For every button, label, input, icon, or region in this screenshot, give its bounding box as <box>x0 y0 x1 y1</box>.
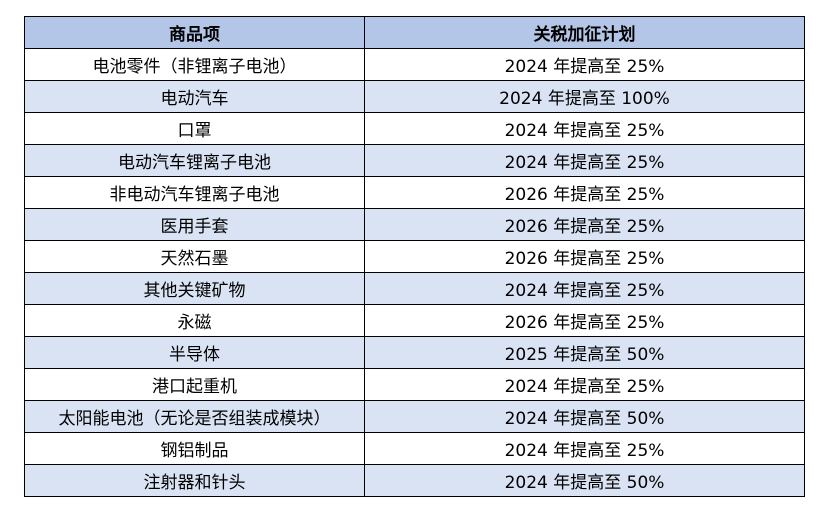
table-row: 其他关键矿物 2024 年提高至 25% <box>24 272 805 305</box>
item-cell: 港口起重机 <box>24 368 365 401</box>
item-cell: 口罩 <box>24 112 365 145</box>
item-cell: 半导体 <box>24 336 365 369</box>
table-body: 电池零件（非锂离子电池） 2024 年提高至 25% 电动汽车 2024 年提高至 1… <box>24 48 805 497</box>
item-cell: 医用手套 <box>24 208 365 241</box>
plan-cell: 2026 年提高至 25% <box>364 176 805 209</box>
header-item: 商品项 <box>24 16 365 49</box>
item-cell: 非电动汽车锂离子电池 <box>24 176 365 209</box>
table-row: 太阳能电池（无论是否组装成模块） 2024 年提高至 50% <box>24 400 805 433</box>
table-row: 天然石墨 2026 年提高至 25% <box>24 240 805 273</box>
plan-cell: 2024 年提高至 25% <box>364 368 805 401</box>
plan-cell: 2026 年提高至 25% <box>364 304 805 337</box>
item-cell: 电动汽车锂离子电池 <box>24 144 365 177</box>
table-row: 港口起重机 2024 年提高至 25% <box>24 368 805 401</box>
plan-cell: 2024 年提高至 50% <box>364 400 805 433</box>
item-cell: 电池零件（非锂离子电池） <box>24 48 365 81</box>
item-cell: 永磁 <box>24 304 365 337</box>
item-cell: 其他关键矿物 <box>24 272 365 305</box>
table-row: 永磁 2026 年提高至 25% <box>24 304 805 337</box>
table-row: 口罩 2024 年提高至 25% <box>24 112 805 145</box>
item-cell: 钢铝制品 <box>24 432 365 465</box>
item-cell: 注射器和针头 <box>24 464 365 497</box>
table-row: 钢铝制品 2024 年提高至 25% <box>24 432 805 465</box>
plan-cell: 2024 年提高至 50% <box>364 464 805 497</box>
table-row: 非电动汽车锂离子电池 2026 年提高至 25% <box>24 176 805 209</box>
table-row: 半导体 2025 年提高至 50% <box>24 336 805 369</box>
item-cell: 电动汽车 <box>24 80 365 113</box>
table-row: 注射器和针头 2024 年提高至 50% <box>24 464 805 497</box>
item-cell: 天然石墨 <box>24 240 365 273</box>
item-cell: 太阳能电池（无论是否组装成模块） <box>24 400 365 433</box>
tariff-table: 商品项 关税加征计划 电池零件（非锂离子电池） 2024 年提高至 25% 电动汽车… <box>24 16 805 497</box>
plan-cell: 2024 年提高至 25% <box>364 144 805 177</box>
plan-cell: 2024 年提高至 25% <box>364 272 805 305</box>
header-row: 商品项 关税加征计划 <box>24 16 805 49</box>
plan-cell: 2024 年提高至 25% <box>364 112 805 145</box>
plan-cell: 2026 年提高至 25% <box>364 240 805 273</box>
table-row: 医用手套 2026 年提高至 25% <box>24 208 805 241</box>
table-row: 电池零件（非锂离子电池） 2024 年提高至 25% <box>24 48 805 81</box>
table-row: 电动汽车锂离子电池 2024 年提高至 25% <box>24 144 805 177</box>
table-row: 电动汽车 2024 年提高至 100% <box>24 80 805 113</box>
header-plan: 关税加征计划 <box>364 16 805 49</box>
plan-cell: 2024 年提高至 25% <box>364 48 805 81</box>
plan-cell: 2024 年提高至 100% <box>364 80 805 113</box>
plan-cell: 2026 年提高至 25% <box>364 208 805 241</box>
plan-cell: 2024 年提高至 25% <box>364 432 805 465</box>
plan-cell: 2025 年提高至 50% <box>364 336 805 369</box>
